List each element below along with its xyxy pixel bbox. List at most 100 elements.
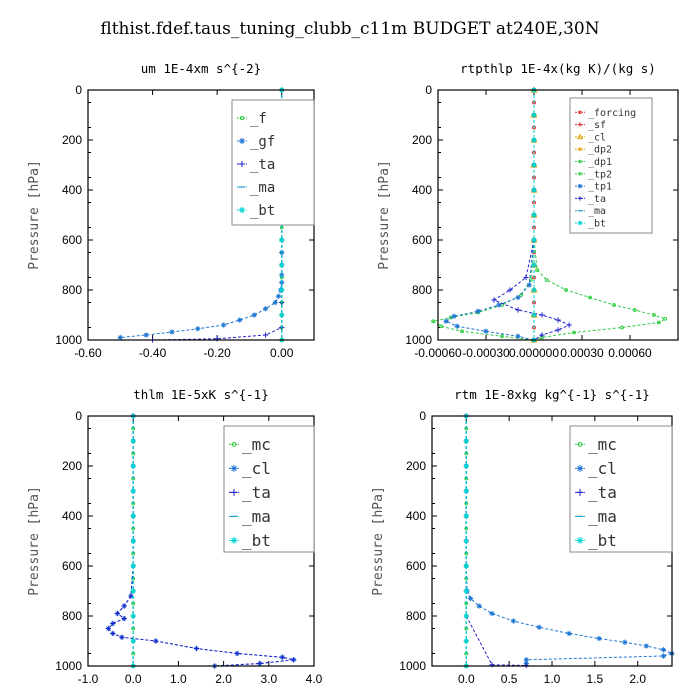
legend-label: _gf (250, 134, 275, 150)
data-point (193, 645, 200, 652)
legend-marker (238, 206, 246, 214)
data-point (169, 329, 175, 335)
y-tick-label: 600 (406, 559, 426, 573)
y-tick-label: 0 (75, 83, 82, 97)
data-point (114, 610, 120, 617)
data-point (251, 312, 257, 318)
data-point (622, 639, 628, 645)
y-tick-label: 200 (406, 459, 426, 473)
legend-marker (577, 196, 583, 201)
data-point (523, 657, 529, 663)
legend-label: _ma (588, 206, 606, 217)
data-point (531, 237, 537, 243)
y-tick-label: 0 (75, 409, 82, 423)
legend-marker (231, 441, 237, 447)
data-point (555, 327, 561, 333)
legend-label: _cl (588, 132, 606, 143)
legend-label: _sf (588, 120, 606, 131)
legend-marker (577, 441, 583, 447)
data-point (643, 643, 649, 649)
data-point (237, 317, 243, 323)
data-point (110, 630, 116, 637)
data-point (143, 332, 149, 338)
y-tick-label: 200 (412, 133, 432, 147)
data-point (536, 624, 542, 630)
legend-marker (238, 137, 246, 145)
data-point (257, 660, 263, 667)
data-point (439, 324, 444, 329)
legend-marker (577, 122, 583, 127)
y-axis-label: Pressure [hPa] (27, 486, 42, 596)
y-tick-label: 200 (62, 459, 82, 473)
data-point (620, 325, 624, 330)
data-point (463, 438, 469, 444)
data-point (279, 262, 285, 268)
data-point (110, 620, 116, 627)
legend-marker (230, 464, 238, 472)
data-point (279, 654, 285, 660)
data-point (119, 634, 125, 640)
data-point (130, 638, 136, 644)
data-point (531, 162, 537, 168)
data-point (564, 288, 568, 292)
data-point (507, 287, 513, 293)
legend-label: _ma (242, 507, 271, 526)
x-tick-label: 3.0 (260, 672, 277, 686)
series-line (533, 90, 667, 341)
data-point (544, 278, 549, 282)
y-tick-label: 800 (412, 283, 432, 297)
legend-box (231, 99, 315, 226)
legend-label: _ma (588, 507, 617, 526)
data-point (572, 330, 576, 335)
legend-label: _tp1 (588, 182, 612, 193)
data-point (467, 595, 474, 602)
data-point (463, 638, 469, 644)
y-tick-label: 600 (412, 233, 432, 247)
legend-label: _bt (588, 219, 606, 230)
x-tick-label: 2.0 (215, 672, 232, 686)
series-line (465, 416, 527, 666)
data-point (463, 588, 469, 594)
data-point (121, 615, 127, 622)
data-point (663, 316, 668, 321)
data-point (195, 326, 201, 332)
y-axis-label: Pressure [hPa] (377, 160, 392, 270)
data-point (117, 334, 123, 341)
x-tick-label: 1.0 (170, 672, 187, 686)
data-point (523, 274, 529, 281)
y-tick-label: 1000 (55, 333, 82, 347)
data-point (451, 313, 457, 319)
legend-marker (578, 172, 582, 176)
data-point (130, 513, 136, 519)
data-point (130, 563, 136, 569)
panel-title: thlm 1E-5xK s^{-1} (133, 387, 268, 402)
data-point (596, 635, 602, 642)
legend-label: _bt (250, 203, 275, 219)
legend-box (569, 425, 673, 553)
data-point (463, 538, 469, 544)
legend-marker (576, 488, 584, 496)
y-axis-label: Pressure [hPa] (27, 160, 42, 270)
legend: _forcing_sf_cl _dp2_dp1_tp2 _tp1_ta_ma _bt (569, 97, 653, 234)
data-point (660, 653, 667, 659)
y-tick-label: 1000 (399, 659, 426, 673)
data-point (463, 488, 469, 494)
data-point (555, 317, 561, 323)
y-tick-label: 600 (62, 559, 82, 573)
data-point (279, 237, 285, 243)
data-point (128, 593, 134, 599)
legend-label: _ta (242, 483, 271, 502)
data-point (531, 262, 537, 268)
legend-marker (576, 133, 584, 140)
data-point (515, 294, 521, 301)
legend-marker (577, 183, 583, 189)
x-tick-label: 1.0 (544, 672, 561, 686)
legend-label: _cl (588, 459, 617, 478)
legend-marker (578, 159, 582, 164)
x-tick-label: 0.0 (458, 672, 475, 686)
data-point (262, 306, 269, 312)
x-tick-label: -0.60 (74, 346, 102, 360)
legend-label: _tp2 (588, 169, 612, 180)
legend-marker (238, 160, 246, 168)
data-point (531, 287, 537, 293)
